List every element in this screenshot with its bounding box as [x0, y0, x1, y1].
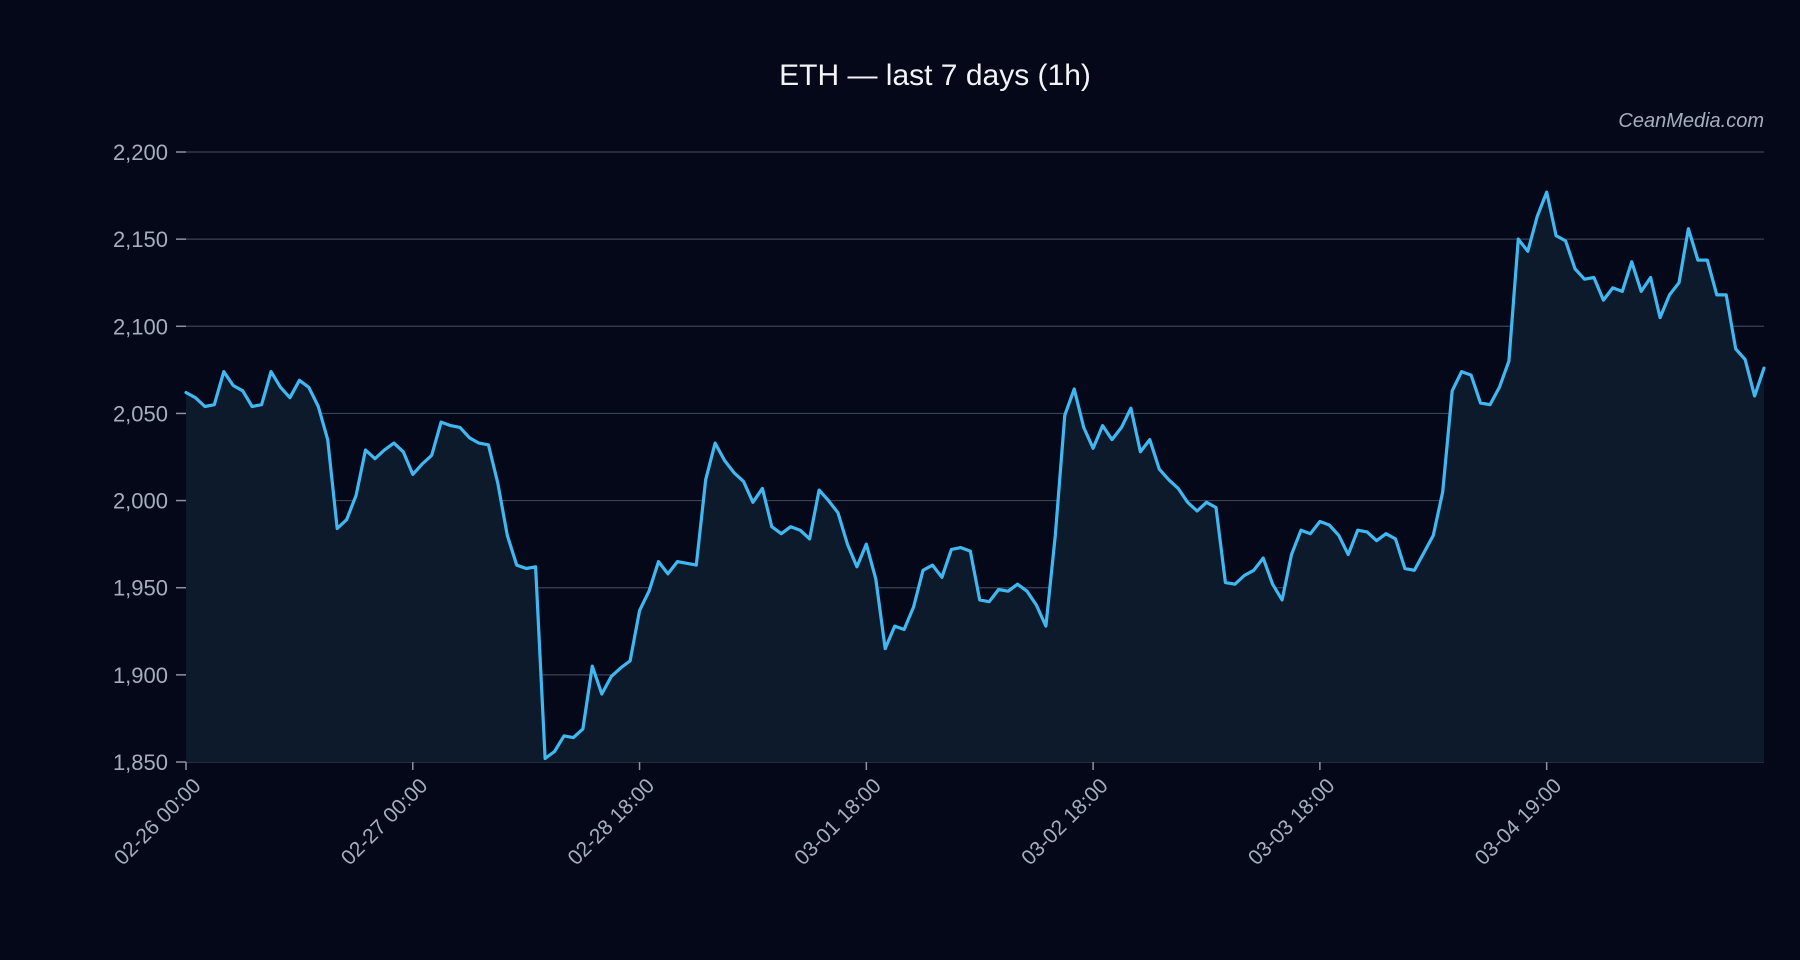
- x-tick-label: 03-02 18:00: [1017, 774, 1113, 870]
- x-tick-label: 02-28 18:00: [564, 774, 660, 870]
- x-tick-label: 03-04 19:00: [1471, 774, 1567, 870]
- y-tick-label: 1,950: [113, 576, 168, 601]
- x-axis: 02-26 00:00 02-27 00:00 02-28 18:00 03-01 1…: [110, 762, 1566, 870]
- x-tick-label: 02-27 00:00: [337, 774, 433, 870]
- x-tick-label: 02-26 00:00: [110, 774, 206, 870]
- plot-area: [184, 190, 1766, 763]
- y-tick-label: 2,000: [113, 489, 168, 514]
- x-tick-label: 03-03 18:00: [1244, 774, 1340, 870]
- chart-title: ETH — last 7 days (1h): [779, 59, 1091, 92]
- y-tick-label: 2,200: [113, 140, 168, 165]
- y-tick-label: 2,050: [113, 401, 168, 426]
- watermark: CeanMedia.com: [1618, 110, 1764, 132]
- y-tick-label: 2,100: [113, 314, 168, 339]
- y-tick-label: 1,850: [113, 750, 168, 775]
- x-tick-label: 03-01 18:00: [790, 774, 886, 870]
- price-line: [184, 190, 1766, 761]
- y-axis: 1,850 1,900 1,950 2,000 2,050 2,100 2,150 2,200: [113, 140, 186, 775]
- y-tick-label: 1,900: [113, 663, 168, 688]
- price-area-fill: [186, 192, 1764, 763]
- y-tick-label: 2,150: [113, 227, 168, 252]
